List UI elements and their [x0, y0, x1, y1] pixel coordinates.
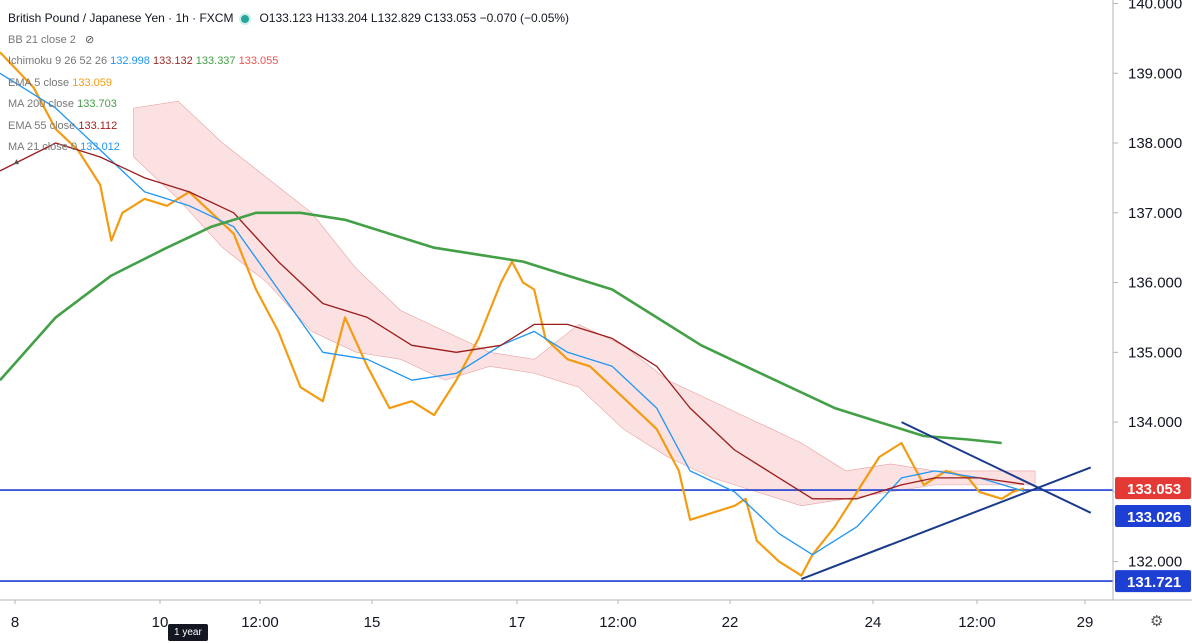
price-label-bg: [1115, 505, 1191, 528]
y-tick-label: 135.000: [1128, 344, 1182, 361]
x-tick-label: 10: [152, 614, 169, 631]
y-tick-label: 134.000: [1128, 414, 1182, 431]
symbol-row: British Pound / Japanese Yen · 1h · FXCM…: [8, 8, 569, 30]
y-tick-label: 132.000: [1128, 554, 1182, 571]
indicator-row[interactable]: EMA 5 close 133.059: [8, 73, 569, 95]
y-tick-label: 138.000: [1128, 135, 1182, 152]
series-line-2: [0, 142, 1025, 500]
indicator-value: 133.055: [238, 55, 279, 67]
indicator-row[interactable]: EMA 55 close 133.112: [8, 116, 569, 138]
trendline[interactable]: [901, 421, 1092, 514]
x-tick-label: 12:00: [958, 614, 996, 631]
indicator-name: BB 21 close 2: [8, 33, 79, 46]
market-status-icon: [241, 14, 250, 23]
series-line-0: [0, 51, 1025, 577]
x-tick-label: 15: [364, 614, 381, 631]
ohlc-values: O133.123 H133.204 L132.829 C133.053 −0.0…: [259, 11, 570, 25]
ichimoku-cloud: [133, 100, 1036, 507]
indicator-name: EMA 55 close: [8, 119, 79, 132]
indicator-name: MA 21 close 0: [8, 141, 81, 153]
time-axis[interactable]: 8 10 12:00 15 17 12:00 22 24 12:00 29: [0, 599, 1192, 631]
time-badge: 1 year: [168, 624, 208, 641]
x-tick-label: 22: [722, 614, 739, 631]
indicator-value: 133.059: [72, 76, 112, 89]
x-tick-label: 24: [865, 614, 882, 631]
indicator-value: 133.337: [195, 55, 239, 67]
price-label-bg: [1115, 477, 1191, 500]
gear-icon[interactable]: ⚙: [1150, 613, 1164, 630]
x-tick-label: 17: [509, 614, 526, 631]
price-label: 131.721: [1127, 574, 1181, 591]
indicator-value: 133.112: [78, 119, 118, 132]
indicator-name: MA 200 close: [8, 98, 78, 110]
x-tick-label: 12:00: [599, 614, 637, 631]
y-tick-label: 139.000: [1128, 65, 1182, 82]
trendline[interactable]: [801, 466, 1092, 581]
chevron-up-icon[interactable]: ▾: [14, 156, 20, 167]
indicator-row[interactable]: Ichimoku 9 26 52 26 132.998 133.132 133.…: [8, 51, 569, 73]
indicator-name: EMA 5 close: [8, 76, 73, 89]
indicator-row[interactable]: MA 200 close 133.703: [8, 94, 569, 116]
price-label: 133.053: [1127, 481, 1181, 498]
indicator-row[interactable]: BB 21 close 2 ⊘: [8, 30, 569, 52]
indicator-value: 133.012: [80, 141, 120, 153]
x-tick-label: 12:00: [241, 614, 279, 631]
indicator-name: Ichimoku 9 26 52 26: [8, 55, 111, 67]
cloud-area: [133, 100, 1036, 507]
series-line-3: [0, 211, 1002, 445]
eye-off-icon[interactable]: ⊘: [84, 33, 95, 46]
y-tick-label: 137.000: [1128, 205, 1182, 222]
y-tick-label: 140.000: [1128, 0, 1182, 12]
indicator-series: [0, 51, 1025, 577]
horizontal-lines: [0, 489, 1113, 582]
indicator-value: 133.132: [152, 55, 196, 67]
trendlines[interactable]: [801, 421, 1092, 581]
legend: British Pound / Japanese Yen · 1h · FXCM…: [8, 8, 569, 159]
price-label: 133.026: [1127, 509, 1181, 526]
symbol-title: British Pound / Japanese Yen · 1h · FXCM: [8, 11, 234, 25]
y-tick-label: 136.000: [1128, 275, 1182, 292]
indicator-value: 132.998: [110, 55, 153, 67]
price-axis[interactable]: 140.000 139.000 138.000 137.000 136.000 135.0…: [1112, 0, 1191, 600]
series-line-1: [0, 72, 1025, 556]
indicator-value: 133.703: [77, 98, 117, 110]
x-tick-label: 8: [11, 614, 19, 631]
price-label-bg: [1115, 570, 1191, 593]
indicator-row[interactable]: MA 21 close 0 133.012: [8, 137, 569, 159]
x-tick-label: 29: [1077, 614, 1094, 631]
